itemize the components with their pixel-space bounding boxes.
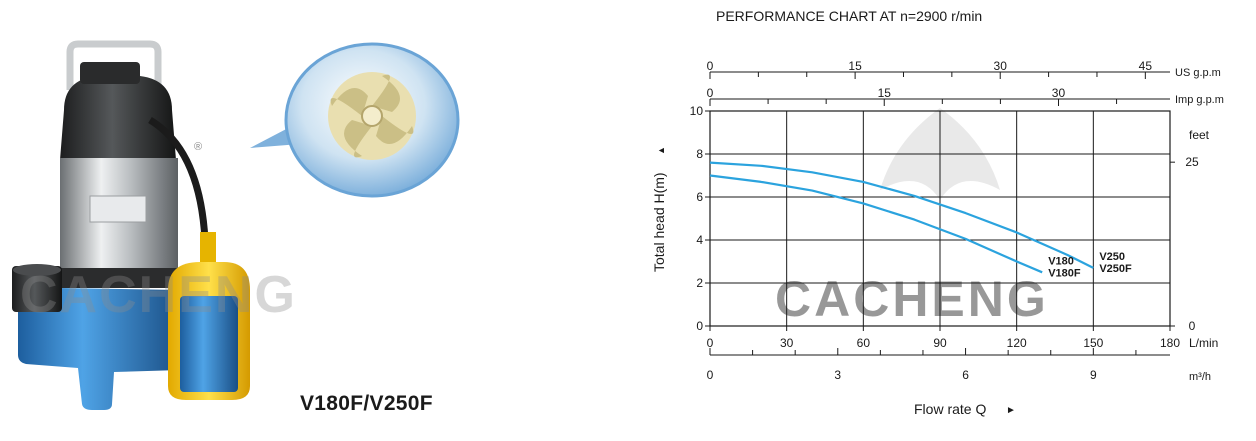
y-tick-label: 10 — [690, 104, 704, 118]
x-tick-label: 120 — [1007, 336, 1027, 350]
secondary-axis-tick-label: 0 — [707, 368, 714, 382]
series-label: V180 — [1048, 255, 1074, 267]
x-tick-label: 0 — [707, 336, 714, 350]
right-axis-unit: feet — [1189, 128, 1210, 142]
secondary-axis-tick-label: 45 — [1139, 59, 1153, 73]
secondary-axis-unit: Imp g.p.m — [1175, 94, 1224, 106]
impeller-image — [328, 72, 416, 160]
float-switch — [168, 232, 250, 400]
secondary-axis-tick-label: 0 — [707, 86, 714, 100]
pump-base — [12, 264, 180, 410]
secondary-axis-tick-label: 6 — [962, 368, 969, 382]
ylabel-arrow: ▲ — [656, 146, 666, 155]
secondary-axis-tick-label: 15 — [848, 59, 862, 73]
x-tick-label: 30 — [780, 336, 794, 350]
series-line-v180 — [709, 174, 1043, 274]
series-label-variant: V250F — [1099, 263, 1132, 275]
chart-watermark: CACHENG — [775, 271, 1049, 327]
pump-handle — [66, 40, 162, 120]
impeller-callout — [250, 42, 460, 198]
right-axis-tick-label: 0 — [1189, 319, 1196, 333]
series-label-variant: V180F — [1048, 267, 1081, 279]
xlabel-arrow: ► — [1006, 405, 1016, 416]
secondary-axis-tick-label: 0 — [707, 59, 714, 73]
x-tick-label: 90 — [933, 336, 947, 350]
motor-housing — [56, 62, 182, 288]
x-unit-label: L/min — [1189, 336, 1218, 350]
secondary-axis-unit: US g.p.m — [1175, 67, 1221, 79]
x-tick-label: 60 — [857, 336, 871, 350]
y-tick-label: 0 — [696, 319, 703, 333]
secondary-axis-tick-label: 3 — [834, 368, 841, 382]
product-watermark: CACHENG — [20, 266, 297, 324]
xlabel: Flow rate Q — [914, 401, 986, 417]
pump-product-image: ® CACHENG — [12, 40, 460, 410]
right-axis-tick-label: 25 — [1185, 155, 1199, 169]
y-tick-label: 6 — [696, 190, 703, 204]
chart-watermark-group: CACHENG — [775, 108, 1049, 327]
x-tick-label: 180 — [1160, 336, 1180, 350]
series-label: V250 — [1099, 251, 1125, 263]
x-tick-label: 150 — [1083, 336, 1103, 350]
secondary-axis-unit: m³/h — [1189, 371, 1211, 383]
registered-mark: ® — [194, 141, 202, 153]
model-label: V180F/V250F — [300, 392, 433, 415]
performance-chart: PERFORMANCE CHART AT n=2900 r/min CACHEN… — [651, 8, 1224, 417]
series-line-v250 — [709, 161, 1094, 269]
secondary-axis-tick-label: 15 — [878, 86, 892, 100]
ylabel: Total head H(m) — [651, 172, 667, 272]
y-tick-label: 8 — [696, 147, 703, 161]
y-tick-label: 4 — [696, 233, 703, 247]
secondary-axis-tick-label: 30 — [1052, 86, 1066, 100]
secondary-axis-tick-label: 9 — [1090, 368, 1097, 382]
power-cable — [148, 116, 209, 241]
y-tick-label: 2 — [696, 276, 703, 290]
secondary-axis-tick-label: 30 — [994, 59, 1008, 73]
chart-title: PERFORMANCE CHART AT n=2900 r/min — [716, 8, 982, 24]
